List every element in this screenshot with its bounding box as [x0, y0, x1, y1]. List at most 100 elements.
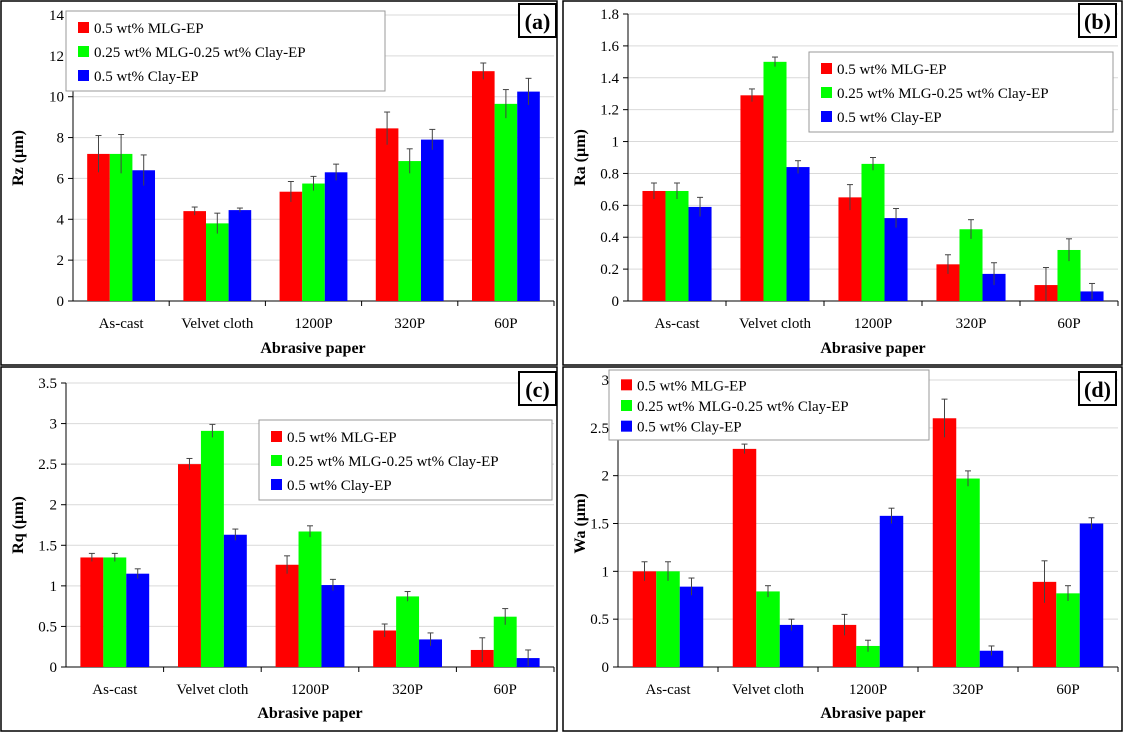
legend-label: 0.25 wt% MLG-0.25 wt% Clay-EP: [837, 86, 1049, 102]
legend-label: 0.5 wt% MLG-EP: [94, 21, 204, 37]
y-tick-label: 3.5: [38, 376, 57, 392]
bar-0-25-wt-mlg-0-25-wt-clay-ep: [205, 223, 229, 301]
chart-panel-a: 0 2 4 6 8 10 12 14 As-cast Velvet cloth 1200P 320P 6…: [0, 0, 558, 366]
bar-0-5-wt-clay-ep: [126, 573, 150, 667]
panel-label-text: (b): [1084, 9, 1111, 34]
bar-0-5-wt-clay-ep: [688, 206, 712, 301]
bar-0-5-wt-clay-ep: [679, 586, 704, 667]
x-tick-label: Velvet cloth: [176, 682, 249, 698]
panel-label-box: [1078, 371, 1117, 406]
x-tick-label: Velvet cloth: [732, 682, 805, 698]
y-tick-label: 0.2: [600, 262, 619, 278]
bar-0-5-wt-mlg-ep: [732, 448, 757, 667]
bar-0-5-wt-mlg-ep: [471, 71, 495, 301]
legend-swatch: [271, 455, 282, 466]
bar-0-25-wt-mlg-0-25-wt-clay-ep: [398, 161, 422, 301]
legend-label: 0.25 wt% MLG-0.25 wt% Clay-EP: [637, 399, 849, 415]
bar-0-5-wt-mlg-ep: [183, 211, 206, 301]
x-axis-label: Abrasive paper: [820, 705, 925, 722]
legend-box: [65, 10, 386, 92]
legend-label: 0.25 wt% MLG-0.25 wt% Clay-EP: [94, 45, 306, 61]
bar-0-5-wt-mlg-ep: [275, 564, 299, 667]
legend-label: 0.5 wt% Clay-EP: [637, 420, 742, 436]
x-tick-label: 320P: [956, 316, 987, 332]
legend-label: 0.5 wt% MLG-EP: [287, 430, 397, 446]
x-tick-label: Velvet cloth: [739, 316, 812, 332]
x-tick-label: 1200P: [294, 316, 332, 332]
y-tick-label: 1.8: [600, 7, 619, 23]
x-tick-label: 60P: [494, 316, 517, 332]
bar-0-25-wt-mlg-0-25-wt-clay-ep: [756, 591, 780, 667]
y-tick-label: 3: [50, 417, 58, 433]
bar-0-5-wt-mlg-ep: [1032, 581, 1057, 667]
y-tick-label: 6: [57, 171, 65, 187]
x-tick-label: 1200P: [854, 316, 892, 332]
legend-swatch: [821, 87, 832, 98]
bar-0-25-wt-mlg-0-25-wt-clay-ep: [856, 645, 880, 667]
y-tick-label: 14: [49, 8, 65, 24]
y-axis-label: Ra (µm): [572, 129, 589, 186]
y-tick-label: 1.2: [600, 103, 619, 119]
x-tick-label: 320P: [953, 682, 984, 698]
bar-0-5-wt-clay-ep: [321, 585, 345, 667]
bar-0-25-wt-mlg-0-25-wt-clay-ep: [298, 531, 322, 667]
legend-label: 0.5 wt% Clay-EP: [94, 69, 199, 85]
legend: 0.5 wt% MLG-EP 0.25 wt% MLG-0.25 wt% Clay…: [258, 419, 553, 501]
y-tick-label: 0.5: [38, 619, 57, 635]
legend-swatch: [78, 70, 89, 81]
bar-0-25-wt-mlg-0-25-wt-clay-ep: [302, 183, 325, 301]
bar-0-5-wt-mlg-ep: [373, 630, 397, 667]
y-tick-label: 1.6: [600, 39, 619, 55]
legend-label: 0.5 wt% MLG-EP: [637, 378, 747, 394]
legend-swatch: [271, 479, 282, 490]
bar-0-5-wt-mlg-ep: [279, 191, 303, 301]
y-tick-label: 3: [602, 373, 610, 389]
legend-swatch: [821, 63, 832, 74]
y-tick-label: 2: [50, 498, 58, 514]
legend-box: [258, 419, 553, 501]
bar-0-25-wt-mlg-0-25-wt-clay-ep: [1057, 249, 1081, 301]
y-tick-label: 1: [612, 135, 620, 151]
bar-0-5-wt-clay-ep: [324, 172, 348, 301]
x-tick-label: 1200P: [849, 682, 887, 698]
bar-0-25-wt-mlg-0-25-wt-clay-ep: [861, 163, 885, 301]
x-tick-label: 60P: [1056, 682, 1079, 698]
y-tick-label: 2: [602, 469, 610, 485]
bar-0-25-wt-mlg-0-25-wt-clay-ep: [959, 229, 983, 301]
legend-label: 0.5 wt% Clay-EP: [837, 110, 942, 126]
x-tick-label: Velvet cloth: [181, 316, 254, 332]
bar-0-25-wt-mlg-0-25-wt-clay-ep: [103, 557, 127, 667]
y-tick-label: 1.5: [38, 538, 57, 554]
legend: 0.5 wt% MLG-EP 0.25 wt% MLG-0.25 wt% Clay…: [808, 51, 1114, 133]
y-tick-label: 1.4: [600, 71, 619, 87]
legend-swatch: [271, 431, 282, 442]
bar-0-5-wt-clay-ep: [1079, 523, 1104, 667]
panel-label-box: [518, 3, 557, 38]
legend-label: 0.25 wt% MLG-0.25 wt% Clay-EP: [287, 454, 499, 470]
y-tick-label: 2.5: [38, 457, 57, 473]
y-tick-label: 0: [57, 294, 65, 310]
y-axis-label: Wa (µm): [572, 493, 589, 553]
panel-label-text: (d): [1084, 377, 1111, 402]
panel-label: (c): [518, 371, 557, 406]
bar-0-5-wt-mlg-ep: [80, 557, 104, 667]
y-tick-label: 10: [49, 90, 64, 106]
x-axis-label: Abrasive paper: [820, 340, 925, 357]
y-tick-label: 0.6: [600, 198, 619, 214]
legend: 0.5 wt% MLG-EP 0.25 wt% MLG-0.25 wt% Clay…: [65, 10, 386, 92]
y-tick-label: 1: [50, 579, 58, 595]
panel-label: (b): [1078, 3, 1117, 38]
y-tick-label: 2: [57, 253, 65, 269]
bar-0-5-wt-clay-ep: [421, 139, 444, 301]
legend-label: 0.5 wt% MLG-EP: [837, 62, 947, 78]
bar-0-5-wt-clay-ep: [223, 534, 247, 667]
x-axis-label: Abrasive paper: [260, 340, 365, 357]
bar-0-5-wt-clay-ep: [517, 91, 540, 301]
bar-0-5-wt-clay-ep: [419, 639, 443, 667]
bar-0-25-wt-mlg-0-25-wt-clay-ep: [763, 61, 787, 302]
y-tick-label: 8: [57, 131, 65, 147]
legend-swatch: [821, 111, 832, 122]
x-tick-label: 1200P: [291, 682, 329, 698]
y-tick-label: 1: [602, 564, 610, 580]
y-tick-label: 0: [612, 294, 620, 310]
